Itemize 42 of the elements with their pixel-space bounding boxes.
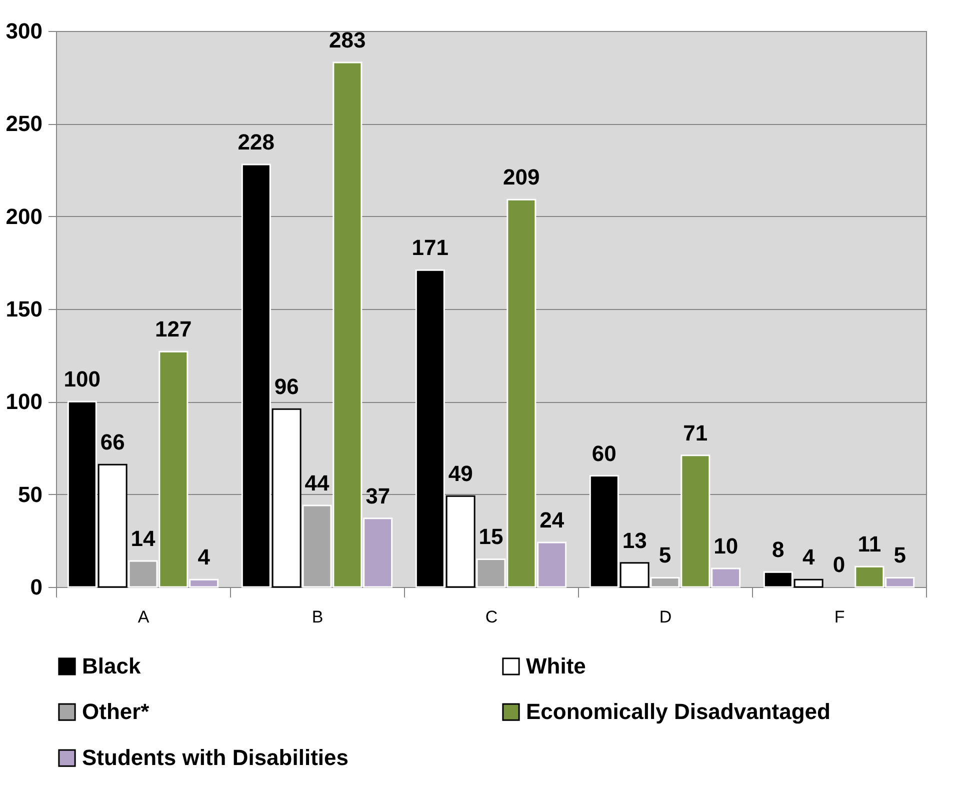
- legend-label: Other*: [82, 699, 150, 724]
- data-label: 209: [503, 164, 540, 190]
- data-label: 44: [304, 470, 330, 496]
- y-tick-label: 200: [6, 204, 42, 229]
- data-label: 0: [832, 552, 846, 577]
- x-tick-label: C: [485, 608, 498, 626]
- data-label: 66: [100, 430, 125, 455]
- data-label: 60: [592, 440, 616, 466]
- data-label: 127: [155, 316, 192, 342]
- data-label: 14: [130, 526, 156, 552]
- data-label: 4: [198, 544, 211, 570]
- data-label: 228: [238, 129, 275, 154]
- y-tick-label: 150: [6, 296, 42, 322]
- x-tick-label: D: [659, 608, 672, 626]
- data-label: 4: [802, 544, 816, 570]
- legend-label: Black: [82, 653, 142, 678]
- data-label: 96: [274, 374, 299, 400]
- y-tick-label: 50: [18, 482, 42, 507]
- y-tick-label: 0: [30, 574, 42, 600]
- y-tick-label: 100: [6, 389, 42, 414]
- data-label: 8: [772, 537, 784, 562]
- data-label: 49: [448, 461, 473, 486]
- data-label: 37: [366, 483, 390, 508]
- data-label: 24: [540, 508, 565, 533]
- x-tick-label: B: [312, 608, 324, 626]
- y-tick-label: 300: [6, 18, 42, 44]
- legend-label: Students with Disabilities: [82, 745, 348, 770]
- data-label: 15: [478, 524, 504, 550]
- data-label: 100: [64, 366, 101, 392]
- data-label: 71: [683, 420, 708, 446]
- data-label: 13: [622, 528, 647, 553]
- data-label: 5: [658, 542, 672, 568]
- data-label: 11: [858, 532, 882, 557]
- y-tick-label: 250: [6, 111, 42, 136]
- legend-label: Economically Disadvantaged: [526, 699, 830, 724]
- data-label: 10: [714, 533, 738, 558]
- x-tick-label: F: [834, 608, 845, 626]
- x-tick-label: A: [138, 608, 150, 626]
- data-label: 283: [329, 28, 366, 53]
- legend-label: White: [526, 653, 586, 678]
- data-label: 5: [894, 542, 906, 568]
- data-label: 171: [412, 235, 449, 260]
